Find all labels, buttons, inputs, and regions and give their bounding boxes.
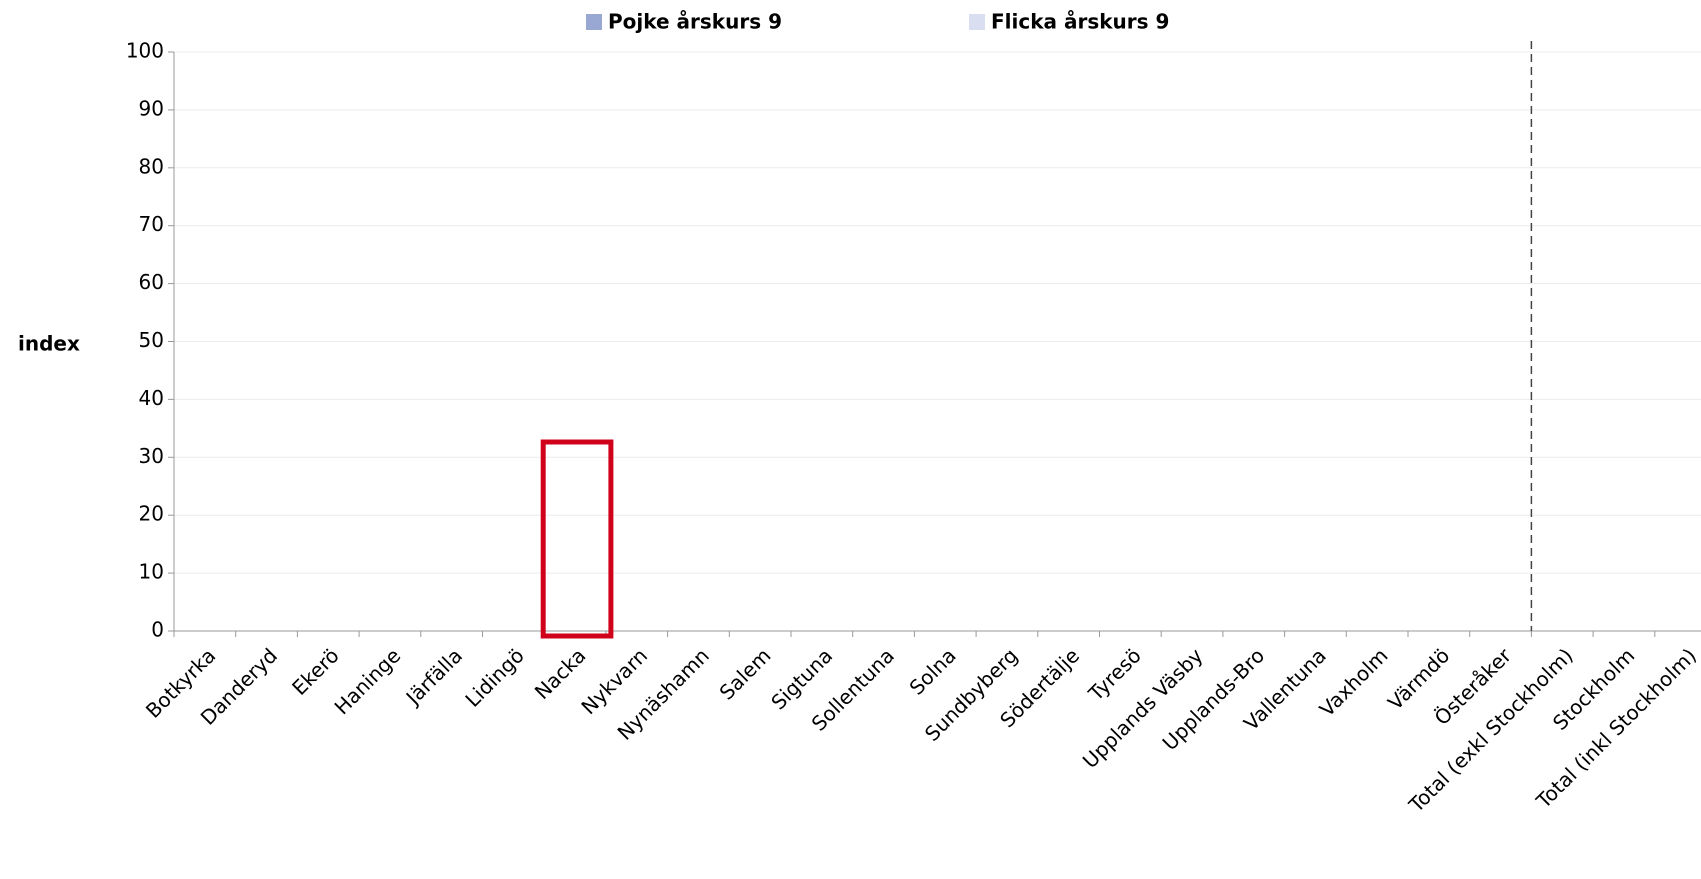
y-tick-label: 10 [139, 560, 164, 584]
y-tick-label: 90 [139, 96, 164, 120]
legend-label: Flicka årskurs 9 [991, 10, 1169, 34]
x-tick-label: Vaxholm [1315, 643, 1393, 721]
highlight-box [540, 439, 614, 639]
legend-swatch [586, 14, 602, 30]
x-tick-label: Ekerö [287, 643, 343, 699]
y-tick-label: 70 [139, 212, 164, 236]
x-tick-label: Järfälla [400, 643, 467, 710]
y-tick-label: 50 [139, 328, 164, 352]
x-tick-label: Haninge [330, 643, 406, 719]
y-tick-label: 60 [139, 270, 164, 294]
legend-swatch [969, 14, 985, 30]
legend-label: Pojke årskurs 9 [608, 10, 782, 34]
y-tick-label: 20 [139, 502, 164, 526]
y-tick-label: 30 [139, 444, 164, 468]
y-tick-label: 0 [151, 618, 164, 642]
y-tick-label: 100 [126, 39, 164, 63]
y-axis-label: index [18, 332, 80, 356]
y-tick-label: 40 [139, 386, 164, 410]
x-tick-label: Solna [905, 643, 961, 699]
x-tick-label: Lidingö [460, 643, 528, 711]
x-tick-label: Salem [715, 643, 776, 704]
y-tick-label: 80 [139, 154, 164, 178]
x-tick-label: Nacka [530, 643, 591, 704]
